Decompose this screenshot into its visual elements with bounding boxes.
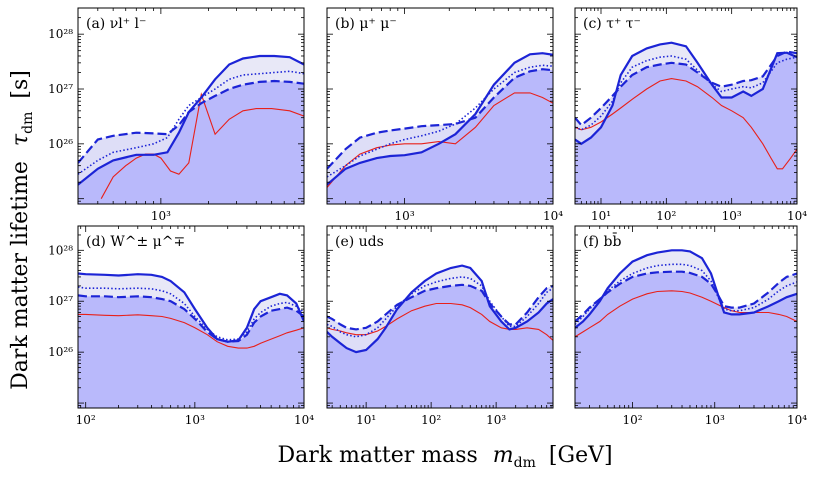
x-tick-label: 10¹: [591, 209, 611, 223]
series-solid-line: [575, 249, 797, 329]
plot-area: [78, 54, 304, 204]
panel-2: 10³ 10⁴ (b) μ⁺ μ⁻: [326, 7, 563, 223]
series-dashed-line: [575, 50, 797, 127]
uncertainty-band: [575, 250, 797, 328]
x-tick-label: 10²: [421, 413, 441, 427]
x-axis-title-unit: [GeV]: [549, 443, 613, 468]
panel-label: (d) W^± μ^∓: [86, 234, 185, 250]
plot-area: [78, 272, 304, 408]
x-axis-title: Dark matter mass mdm [GeV]: [277, 443, 612, 473]
panel-4: 10² 10³ 10⁴ 10²⁶ 10²⁷ 10²⁸ (d) W^± μ^∓: [48, 225, 314, 427]
series-dotted-line: [327, 64, 553, 178]
x-tick-label: 10³: [151, 209, 171, 223]
plot-area: [575, 249, 797, 408]
series-dotted-line: [575, 263, 797, 325]
x-tick-label: 10³: [185, 413, 205, 427]
panel-frame: [77, 225, 305, 409]
y-tick-label: 10²⁸: [48, 27, 73, 41]
panel-label: (c) τ⁺ τ⁻: [583, 16, 641, 32]
series-red-line: [575, 78, 797, 170]
series-dashed-line: [78, 294, 304, 343]
axis-ticks: [78, 225, 305, 409]
panel-frame: [326, 225, 554, 409]
x-tick-label: 10²: [76, 413, 96, 427]
y-axis-title: Dark matter lifetime τdm [s]: [8, 70, 38, 390]
y-tick-label: 10²⁸: [48, 243, 73, 257]
series-dotted-line: [327, 276, 553, 338]
series-red-line: [575, 290, 797, 338]
series-dotted-line: [78, 286, 304, 341]
panel-label: (f) bb̄: [583, 232, 622, 250]
panels-group: 10³ 10²⁶ 10²⁷ 10²⁸ (a) νl⁺ l⁻ 10³ 10⁴ (b) μ⁺ μ⁻…: [48, 7, 807, 427]
series-dashed-line: [327, 68, 553, 170]
series-solid-line: [78, 54, 304, 186]
series-dotted-line: [575, 55, 797, 131]
axis-ticks: [574, 7, 798, 205]
axis-ticks: [77, 7, 305, 205]
axis-ticks: [326, 7, 554, 205]
x-tick-label: 10²: [622, 413, 642, 427]
panel-1: 10³ 10²⁶ 10²⁷ 10²⁸ (a) νl⁺ l⁻: [48, 7, 305, 223]
uncertainty-band: [575, 42, 797, 144]
x-tick-label: 10⁴: [543, 209, 563, 223]
x-tick-label: 10³: [705, 413, 725, 427]
series-red-line: [327, 92, 553, 188]
uncertainty-band: [78, 56, 304, 185]
panel-frame: [77, 7, 305, 205]
panel-label: (e) uds: [335, 234, 384, 250]
panel-label: (b) μ⁺ μ⁻: [335, 16, 397, 32]
x-tick-label: 10³: [722, 209, 742, 223]
x-tick-label: 10⁴: [787, 413, 807, 427]
panel-frame: [574, 225, 798, 409]
series-red-line: [100, 92, 304, 199]
x-tick-label: 10³: [395, 209, 415, 223]
axis-ticks: [574, 225, 798, 409]
excluded-region: [78, 295, 304, 408]
y-axis-title-unit: [s]: [8, 70, 33, 98]
series-red-line: [327, 302, 553, 341]
series-solid-line: [78, 272, 304, 343]
series-solid-line: [327, 264, 553, 354]
y-axis-title-text: Dark matter lifetime: [8, 161, 33, 390]
y-axis-title-symbol: τ: [8, 133, 33, 146]
series-dashed-line: [78, 79, 304, 164]
panel-frame: [326, 7, 554, 205]
axis-ticks: [327, 225, 553, 409]
panel-label: (a) νl⁺ l⁻: [86, 16, 146, 32]
x-tick-label: 10³: [486, 413, 506, 427]
x-tick-label: 10⁴: [294, 413, 314, 427]
x-tick-label: 10⁴: [787, 209, 807, 223]
plot-area: [327, 264, 553, 408]
y-tick-label: 10²⁶: [48, 345, 73, 359]
plot-area: [327, 52, 553, 204]
panel-3: 10¹ 10² 10³ 10⁴ (c) τ⁺ τ⁻: [574, 7, 807, 223]
y-tick-label: 10²⁶: [48, 137, 73, 151]
x-axis-title-sub: dm: [514, 455, 536, 471]
uncertainty-band: [78, 273, 304, 342]
series-dotted-line: [78, 70, 304, 175]
uncertainty-band: [327, 53, 553, 185]
x-axis-title-symbol: m: [493, 443, 514, 468]
plot-area: [575, 41, 797, 204]
x-tick-label: 10¹: [356, 413, 376, 427]
series-dashed-line: [327, 283, 553, 331]
series-red-line: [78, 313, 304, 349]
y-tick-label: 10²⁷: [48, 294, 73, 308]
x-axis-title-text: Dark matter mass: [277, 443, 477, 468]
series-solid-line: [575, 41, 797, 146]
y-tick-label: 10²⁷: [48, 82, 73, 96]
excluded-region: [78, 81, 304, 204]
panel-6: 10² 10³ 10⁴ (f) bb̄: [574, 225, 807, 427]
panel-5: 10¹ 10² 10³ (e) uds: [326, 225, 554, 427]
excluded-region: [575, 271, 797, 408]
y-axis-title-sub: dm: [20, 112, 36, 134]
series-solid-line: [327, 52, 553, 186]
x-tick-label: 10²: [656, 209, 676, 223]
